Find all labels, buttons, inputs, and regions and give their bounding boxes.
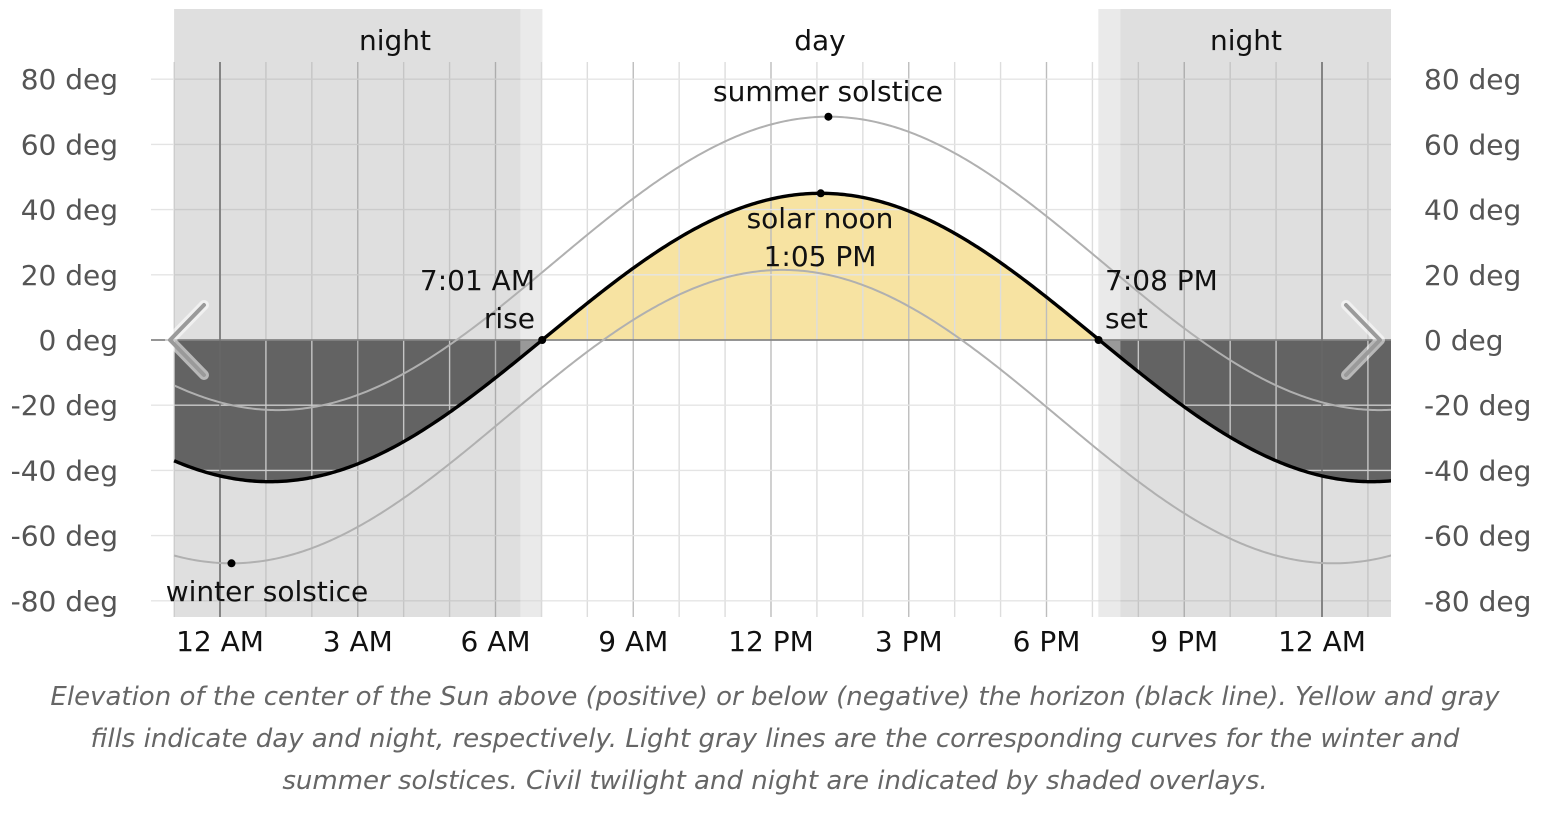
winter-solstice-line (173, 268, 1391, 565)
sun-elevation-chart: night day night 7:01 AM rise 7:08 PM set… (11, 9, 1531, 658)
y-tick-label-right: 80 deg (1424, 63, 1521, 96)
x-tick-label: 3 AM (323, 625, 393, 658)
band-label-night-right: night (1210, 24, 1282, 57)
solar-noon-label: solar noon (747, 202, 894, 235)
y-tick-label-left: 0 deg (39, 324, 119, 357)
x-tick-label: 9 PM (1150, 625, 1218, 658)
x-tick-label: 12 AM (176, 625, 264, 658)
sun-elevation-line (173, 191, 1391, 484)
y-tick-label-left: 40 deg (21, 194, 118, 227)
band-label-day: day (794, 24, 846, 57)
summer-solstice-line (173, 115, 1391, 412)
summer-solstice-label: summer solstice (713, 75, 943, 108)
y-tick-label-right: -80 deg (1424, 585, 1531, 618)
chevron-left-icon (165, 300, 209, 380)
x-tick-label: 12 PM (728, 625, 814, 658)
twilight-overlay (520, 9, 543, 617)
y-tick-label-right: -60 deg (1424, 520, 1531, 553)
y-tick-label-left: -20 deg (11, 389, 118, 422)
y-tick-label-right: 40 deg (1424, 194, 1521, 227)
sunset-label: set (1105, 302, 1148, 335)
sunrise-time-label: 7:01 AM (420, 264, 535, 297)
x-tick-label: 6 AM (460, 625, 530, 658)
prev-day-button[interactable] (160, 295, 220, 385)
y-tick-label-right: -40 deg (1424, 454, 1531, 487)
y-tick-label-left: -40 deg (11, 454, 118, 487)
night-fill-right (1098, 339, 1391, 482)
y-tick-label-right: 20 deg (1424, 259, 1521, 292)
sunrise-label: rise (484, 302, 535, 335)
y-tick-label-right: -20 deg (1424, 389, 1531, 422)
day-fill (542, 193, 1099, 340)
y-tick-label-left: 20 deg (21, 259, 118, 292)
night-overlay-right (1098, 9, 1391, 617)
sunset-time-label: 7:08 PM (1105, 264, 1218, 297)
solar-noon-point (816, 189, 825, 198)
sunset-point (1094, 336, 1103, 344)
y-tick-label-left: -60 deg (11, 520, 118, 553)
winter-solstice-label: winter solstice (166, 575, 369, 608)
x-tick-label: 3 PM (875, 625, 943, 658)
night-overlay-left (174, 9, 543, 617)
band-label-night-left: night (359, 24, 431, 57)
y-tick-label-right: 0 deg (1424, 324, 1504, 357)
x-tick-label: 6 PM (1013, 625, 1081, 658)
next-day-button[interactable] (1330, 295, 1390, 385)
y-tick-label-left: 60 deg (21, 128, 118, 161)
twilight-overlay (1098, 9, 1121, 617)
y-tick-label-right: 60 deg (1424, 128, 1521, 161)
y-tick-label-left: -80 deg (11, 585, 118, 618)
summer-solstice-point (824, 112, 833, 121)
chart-caption: Elevation of the center of the Sun above… (50, 682, 1500, 796)
x-tick-label: 12 AM (1278, 625, 1366, 658)
chevron-right-icon (1341, 300, 1385, 380)
y-tick-label-left: 80 deg (21, 63, 118, 96)
winter-solstice-point (227, 559, 236, 568)
sunrise-point (538, 336, 547, 344)
x-tick-label: 9 AM (598, 625, 668, 658)
solar-noon-time-label: 1:05 PM (764, 240, 877, 273)
